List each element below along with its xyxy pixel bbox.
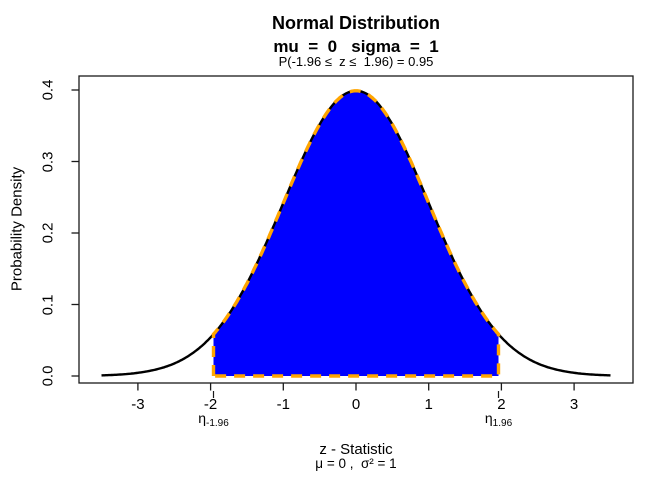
x-tick-label: -3	[131, 396, 145, 413]
eta-marker-label: η-1.96	[198, 410, 229, 430]
eta-subscript: 1.96	[492, 418, 513, 429]
eta-marker-label: η1.96	[485, 410, 512, 430]
shaded-probability-area	[213, 90, 499, 377]
chart-subtitle: mu = 0 sigma = 1	[273, 37, 439, 56]
eta-subscript: -1.96	[206, 418, 229, 429]
x-axis-ticks	[137, 383, 575, 391]
y-axis-title: Probability Density	[8, 166, 26, 292]
y-tick-label: 0.3	[39, 151, 57, 172]
y-tick-label: 0.0	[39, 365, 57, 387]
critical-value-ticks	[212, 391, 500, 398]
eta-symbol: η	[484, 410, 493, 426]
x-axis-title: z - Statistic	[319, 441, 393, 458]
chart-title: Normal Distribution	[271, 13, 440, 33]
x-tick-label: -2	[203, 396, 218, 413]
y-tick-label: 0.4	[39, 79, 57, 101]
probability-annotation: P(-1.96 ≤ z ≤ 1.96) = 0.95	[278, 54, 434, 69]
y-tick-label: 0.1	[39, 294, 57, 315]
x-tick-label: 3	[569, 396, 579, 413]
x-axis-subtitle: μ = 0 , σ² = 1	[315, 456, 397, 471]
shaded-area-dashed-border	[211, 89, 501, 378]
x-tick-label: 2	[497, 396, 506, 413]
x-tick-label: -1	[276, 396, 290, 413]
eta-symbol: η	[198, 410, 206, 426]
y-axis-ticks	[71, 89, 79, 377]
x-tick-label: 1	[424, 396, 433, 413]
y-tick-label: 0.2	[39, 222, 57, 244]
x-tick-label: 0	[351, 396, 361, 413]
